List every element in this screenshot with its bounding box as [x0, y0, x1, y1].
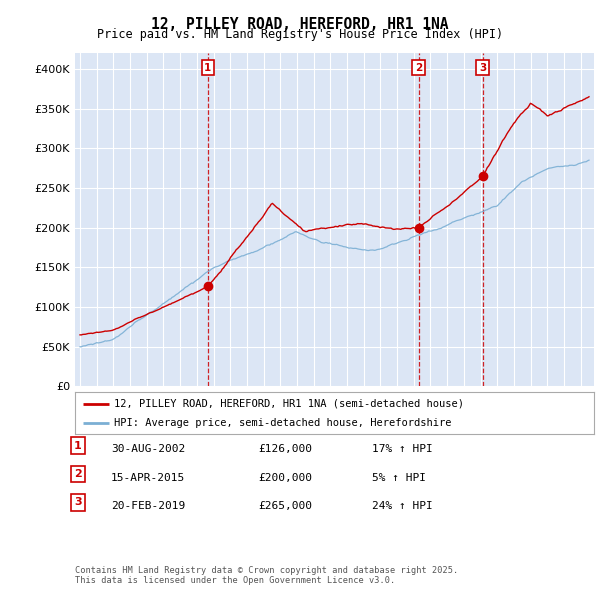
Text: Price paid vs. HM Land Registry's House Price Index (HPI): Price paid vs. HM Land Registry's House … [97, 28, 503, 41]
Text: 12, PILLEY ROAD, HEREFORD, HR1 1NA (semi-detached house): 12, PILLEY ROAD, HEREFORD, HR1 1NA (semi… [114, 398, 464, 408]
Text: 3: 3 [74, 497, 82, 507]
Text: 12, PILLEY ROAD, HEREFORD, HR1 1NA: 12, PILLEY ROAD, HEREFORD, HR1 1NA [151, 17, 449, 31]
Text: 5% ↑ HPI: 5% ↑ HPI [372, 473, 426, 483]
Text: 24% ↑ HPI: 24% ↑ HPI [372, 501, 433, 511]
Text: 2: 2 [415, 63, 422, 73]
Text: HPI: Average price, semi-detached house, Herefordshire: HPI: Average price, semi-detached house,… [114, 418, 451, 428]
Text: £200,000: £200,000 [258, 473, 312, 483]
Text: 17% ↑ HPI: 17% ↑ HPI [372, 444, 433, 454]
Text: 2: 2 [74, 469, 82, 479]
Text: £265,000: £265,000 [258, 501, 312, 511]
Text: 20-FEB-2019: 20-FEB-2019 [111, 501, 185, 511]
Text: 3: 3 [479, 63, 487, 73]
Text: 1: 1 [204, 63, 211, 73]
Text: 1: 1 [74, 441, 82, 451]
Text: Contains HM Land Registry data © Crown copyright and database right 2025.
This d: Contains HM Land Registry data © Crown c… [75, 566, 458, 585]
Text: £126,000: £126,000 [258, 444, 312, 454]
Text: 15-APR-2015: 15-APR-2015 [111, 473, 185, 483]
Text: 30-AUG-2002: 30-AUG-2002 [111, 444, 185, 454]
